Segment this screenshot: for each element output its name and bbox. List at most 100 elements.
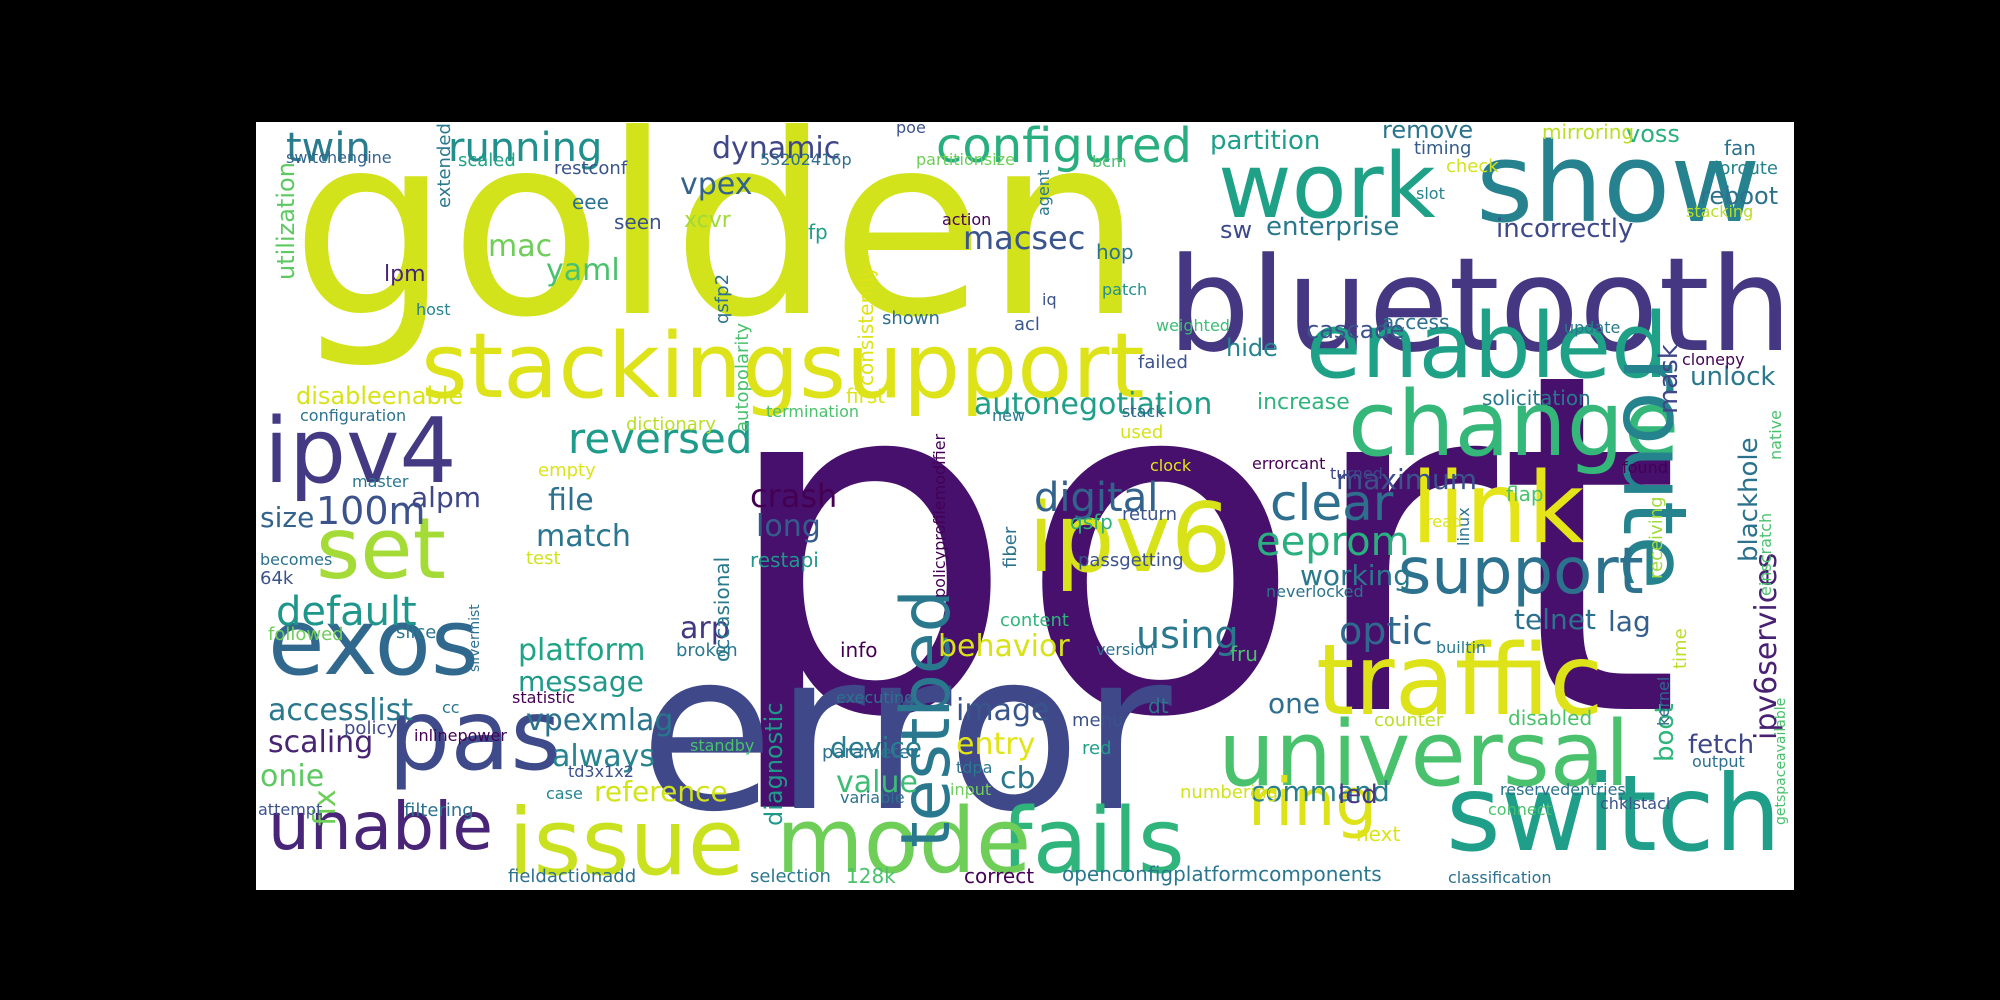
cloud-word: statistic <box>512 688 575 707</box>
cloud-word: found <box>1622 458 1668 477</box>
cloud-word: einscratch <box>1756 512 1775 596</box>
cloud-word: device <box>830 731 922 764</box>
cloud-word: chklstacl <box>1600 794 1671 813</box>
cloud-word: diagnostic <box>760 702 788 826</box>
cloud-word: traffic <box>1316 624 1604 738</box>
cloud-word: iproute <box>1714 158 1778 179</box>
cloud-word: errorcant <box>1252 454 1326 473</box>
cloud-word: menu <box>1072 710 1124 731</box>
cloud-word: content <box>1000 610 1069 631</box>
cloud-word: fiber <box>1000 526 1021 568</box>
cloud-word: poe <box>896 122 926 137</box>
cloud-word: disabled <box>1508 706 1593 730</box>
cloud-word: bluetooth <box>1167 229 1792 381</box>
cloud-word: shown <box>882 308 940 329</box>
cloud-word: attempt <box>258 800 323 819</box>
cloud-word: neverlocked <box>1266 582 1364 601</box>
cloud-word: cc <box>442 698 460 717</box>
cloud-word: acl <box>1014 314 1040 335</box>
cloud-word: using <box>1136 613 1239 657</box>
cloud-word: failed <box>1138 352 1188 373</box>
cloud-word: time <box>1670 628 1691 670</box>
cloud-word: macsec <box>963 219 1086 257</box>
cloud-word: exos <box>268 589 479 696</box>
cloud-word: support <box>1398 535 1644 609</box>
cloud-word: dt <box>1148 694 1169 718</box>
cloud-word: receiving <box>1646 496 1667 580</box>
cloud-word: change <box>1348 372 1680 477</box>
cloud-word: classification <box>1448 868 1552 887</box>
cloud-word: access <box>1382 310 1450 334</box>
cloud-word: host <box>416 300 451 319</box>
cloud-word: autonegotiation <box>974 387 1213 422</box>
cloud-word: scaling <box>268 725 374 760</box>
cloud-word: slice <box>396 622 437 643</box>
cloud-word: link <box>1411 452 1585 566</box>
cloud-word: enabled <box>1306 294 1669 399</box>
cloud-word: xcvr <box>684 208 731 233</box>
cloud-word: variable <box>840 788 905 807</box>
cloud-word: solicitation <box>1482 386 1591 410</box>
cloud-word: onie <box>260 759 325 794</box>
cloud-word: clock <box>1150 456 1192 475</box>
cloud-word: restapi <box>750 548 819 572</box>
cloud-word: stackingsupport <box>421 314 1145 419</box>
cloud-word: accesslist <box>268 693 414 728</box>
cloud-word: lpm <box>384 262 426 287</box>
cloud-word: crash <box>750 477 838 515</box>
cloud-word: optic <box>1339 609 1433 653</box>
cloud-word: telnet <box>1514 603 1596 636</box>
cloud-word: maximum <box>1336 463 1478 496</box>
cloud-word: partitionsize <box>916 150 1015 169</box>
cloud-word: running <box>448 125 603 171</box>
cloud-word: default <box>276 589 417 635</box>
cloud-word: universal <box>1218 702 1630 807</box>
cloud-word: reference <box>594 775 728 808</box>
cloud-word: platform <box>518 633 646 668</box>
cloud-word: extended <box>434 123 455 209</box>
cloud-word: enterprise <box>1266 212 1400 242</box>
cloud-word: configured <box>936 122 1192 174</box>
cloud-word: lag <box>1608 605 1651 638</box>
cloud-word: td3x1x2 <box>568 762 634 781</box>
cloud-word: behavior <box>938 629 1070 664</box>
cloud-word: 128k <box>846 864 896 888</box>
cloud-word: message <box>518 665 644 698</box>
cloud-word: timing <box>1414 138 1472 159</box>
cloud-word: info <box>840 638 878 662</box>
cloud-word: filtering <box>404 800 474 821</box>
cloud-word: fieldactionadd <box>508 866 637 887</box>
cloud-word: mirroring <box>1542 122 1635 144</box>
cloud-word: working <box>1300 559 1412 592</box>
cloud-word: agent <box>1034 169 1053 216</box>
cloud-word: followed <box>268 624 344 645</box>
cloud-word: value <box>836 765 918 800</box>
cloud-word: standby <box>690 736 755 755</box>
cloud-word: unlock <box>1690 362 1776 392</box>
cloud-word: bcm <box>1092 152 1127 171</box>
cloud-word: partition <box>1210 126 1321 156</box>
word-cloud: port golden error bluetooth show switch stacki… <box>256 122 1794 890</box>
cloud-word: native <box>1766 409 1785 460</box>
cloud-word: stack <box>1122 402 1165 421</box>
cloud-word: builtin <box>1436 638 1487 657</box>
cloud-word: golden <box>291 122 1144 372</box>
cloud-word: used <box>1120 422 1164 443</box>
cloud-word: issue <box>508 789 745 890</box>
cloud-word: flap <box>1506 482 1544 506</box>
cloud-word: action <box>942 210 992 229</box>
cloud-word: mask <box>1654 344 1684 415</box>
cloud-word: passgetting <box>1078 550 1184 571</box>
cloud-word: unable <box>268 788 493 865</box>
cloud-word: utilization <box>272 162 300 281</box>
cloud-word: cascade <box>1306 316 1405 344</box>
cloud-word: red <box>1082 738 1112 759</box>
cloud-word: switch <box>1446 753 1782 875</box>
cloud-word: vpex <box>680 167 753 202</box>
cloud-word: eeprom <box>1256 519 1410 565</box>
cloud-word: 64k <box>260 568 294 589</box>
cloud-word: tdpa <box>956 758 993 777</box>
cloud-word: consistently <box>854 265 878 386</box>
cloud-word: vpexmlag <box>526 703 674 738</box>
cloud-word: eee <box>572 190 609 214</box>
